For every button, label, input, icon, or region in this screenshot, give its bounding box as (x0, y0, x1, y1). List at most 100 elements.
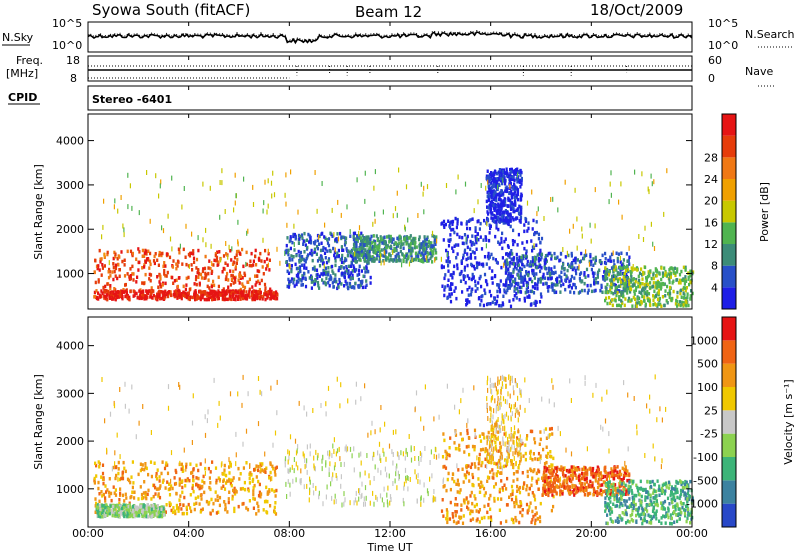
power-cell-274 (141, 248, 144, 253)
freq-unit: [MHz] (6, 67, 38, 80)
velocity-cell-513 (124, 512, 127, 517)
power-colorbar-swatch-1 (722, 265, 736, 288)
power-cell-1502 (361, 234, 364, 238)
velocity-cell-1258 (448, 446, 451, 450)
power-cell-497 (209, 295, 213, 300)
power-cell-3572 (581, 233, 583, 239)
velocity-cell-347 (245, 461, 248, 465)
power-cell-2090 (502, 283, 505, 287)
power-cell-1607 (364, 254, 367, 258)
power-cell-1983 (450, 292, 453, 296)
power-cell-3 (234, 267, 237, 271)
velocity-cell-1028 (423, 482, 425, 488)
power-cell-2665 (507, 253, 511, 257)
power-cell-1575 (427, 252, 430, 256)
velocity-cell-265 (208, 485, 211, 490)
power-cell-1952 (442, 223, 446, 228)
power-cell-1454 (430, 241, 433, 245)
power-cell-3140 (667, 272, 670, 276)
power-cell-2983 (627, 299, 630, 303)
power-cell-3258 (618, 296, 621, 301)
power-cell-1957 (453, 264, 456, 269)
velocity-cell-222 (222, 472, 225, 476)
power-cell-655 (245, 297, 249, 301)
power-cell-2472 (498, 168, 501, 172)
velocity-cell-240 (198, 486, 201, 491)
power-cell-2857 (556, 276, 559, 281)
power-cell-2789 (570, 265, 573, 269)
power-cell-1491 (358, 234, 361, 238)
power-cell-1458 (419, 258, 422, 263)
power-cell-64 (97, 278, 100, 282)
power-cell-2272 (496, 192, 499, 197)
power-cell-553 (256, 292, 259, 296)
velocity-cell-308 (257, 509, 260, 513)
power-cell-1245 (297, 241, 300, 245)
power-cell-2744 (521, 263, 524, 267)
velocity-cell-935 (435, 447, 437, 453)
power-cell-3288 (608, 295, 611, 300)
power-cell-2022 (446, 296, 449, 300)
power-cell-2326 (506, 171, 509, 176)
power-cell-2033 (456, 263, 459, 267)
power-cell-1975 (461, 241, 464, 245)
power-cell-2538 (594, 261, 597, 265)
power-cell-2451 (493, 183, 496, 187)
power-cell-3563 (594, 187, 596, 193)
power-colorbar-swatch-3 (722, 222, 736, 244)
power-cell-3345 (665, 299, 668, 303)
power-cell-3429 (219, 214, 221, 220)
power-cell-2872 (525, 270, 528, 274)
power-cell-1100 (307, 232, 310, 237)
power-cell-2150 (492, 217, 495, 221)
velocity-cell-306 (144, 462, 147, 466)
velocity-cell-1332 (545, 460, 548, 465)
power-cell-2070 (496, 289, 499, 294)
power-cell-2595 (594, 288, 597, 293)
power-cell-3504 (149, 218, 151, 224)
power-cell-1259 (327, 259, 330, 263)
power-cell-482 (125, 293, 128, 297)
power-cell-2321 (520, 207, 523, 212)
power-cell-3289 (635, 266, 639, 270)
power-cell-337 (172, 281, 175, 285)
velocity-cell-867 (396, 485, 398, 491)
power-cell-2379 (504, 216, 507, 221)
velocity-cell-918 (390, 497, 392, 502)
power-cell-2896 (541, 275, 544, 279)
velocity-cell-336 (229, 460, 232, 465)
velocity-cell-698 (116, 510, 120, 514)
power-cell-2929 (526, 259, 529, 264)
power-cell-1918 (466, 252, 469, 256)
velocity-cell-358 (191, 486, 194, 490)
velocity-cell-886 (387, 502, 389, 508)
power-cell-1138 (320, 259, 323, 263)
power-cell-1207 (367, 269, 370, 274)
velocity-cell-1305 (489, 515, 493, 519)
power-cell-12 (266, 257, 269, 261)
power-cell-1120 (326, 241, 330, 245)
velocity-cell-929 (406, 475, 408, 480)
power-cell-1473 (404, 239, 407, 243)
power-cell-2037 (474, 283, 477, 288)
power-cell-991 (300, 263, 303, 267)
power-cell-2707 (558, 280, 561, 284)
power-cell-701 (139, 293, 142, 297)
power-cell-3048 (683, 282, 686, 286)
power-cell-2045 (501, 246, 504, 251)
velocity-cell-1285 (521, 471, 524, 475)
power-cell-1407 (372, 239, 375, 243)
power-cell-3217 (620, 293, 623, 297)
power-cell-3349 (631, 278, 634, 282)
power-cell-1653 (381, 241, 384, 245)
power-cell-3567 (647, 186, 649, 192)
power-cell-1970 (475, 261, 478, 265)
power-cell-694 (276, 296, 279, 301)
velocity-cell-140 (181, 485, 184, 490)
power-cell-2084 (452, 271, 455, 276)
power-cell-3228 (604, 298, 607, 303)
power-cell-150 (196, 270, 199, 275)
power-cell-1503 (413, 257, 416, 262)
power-scatter (93, 167, 695, 309)
velocity-cell-983 (291, 464, 293, 470)
